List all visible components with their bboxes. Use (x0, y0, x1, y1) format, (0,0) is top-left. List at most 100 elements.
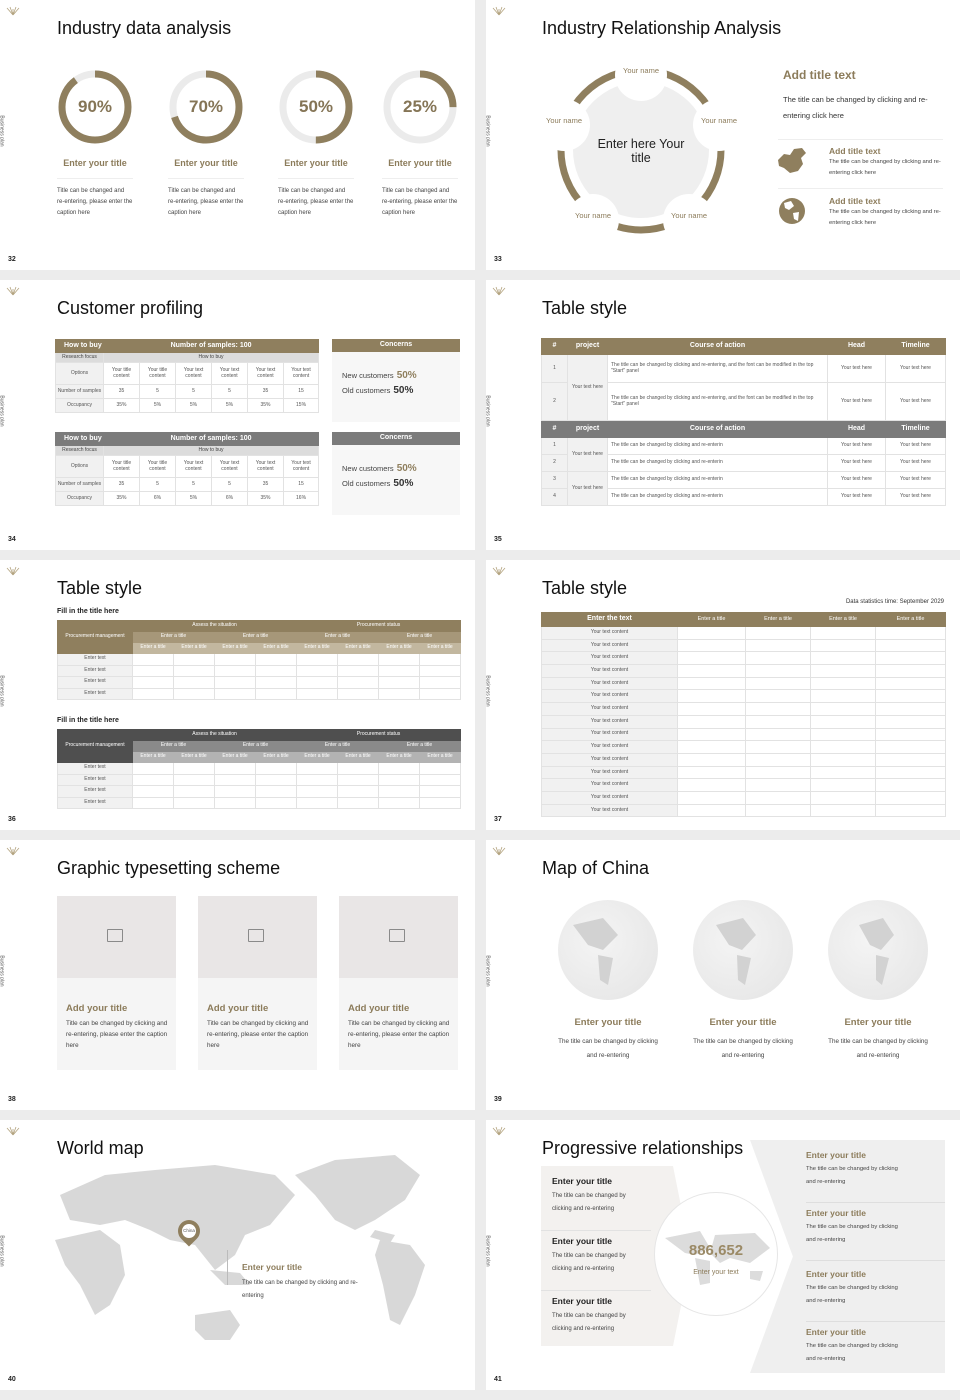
empty-cell[interactable] (745, 651, 811, 666)
empty-cell[interactable] (337, 773, 380, 786)
empty-cell[interactable] (677, 626, 746, 640)
empty-cell[interactable] (214, 676, 256, 689)
image-placeholder[interactable] (339, 896, 458, 978)
empty-cell[interactable] (810, 714, 876, 729)
empty-cell[interactable] (810, 740, 876, 754)
empty-cell[interactable] (810, 702, 876, 716)
empty-cell[interactable] (745, 664, 811, 678)
empty-cell[interactable] (810, 676, 876, 691)
empty-cell[interactable] (214, 796, 256, 809)
empty-cell[interactable] (677, 790, 746, 805)
empty-cell[interactable] (677, 714, 746, 729)
empty-cell[interactable] (132, 676, 174, 689)
empty-cell[interactable] (378, 762, 421, 775)
empty-cell[interactable] (132, 687, 174, 700)
empty-cell[interactable] (875, 676, 946, 691)
empty-cell[interactable] (214, 773, 256, 786)
slide-34[interactable]: Customer profiling 34 Business plan How t… (0, 280, 475, 550)
empty-cell[interactable] (745, 702, 811, 716)
empty-cell[interactable] (745, 803, 811, 818)
empty-cell[interactable] (677, 803, 746, 818)
empty-cell[interactable] (677, 638, 746, 653)
empty-cell[interactable] (810, 638, 876, 653)
empty-cell[interactable] (875, 790, 946, 805)
empty-cell[interactable] (214, 762, 256, 775)
empty-cell[interactable] (745, 676, 811, 691)
empty-cell[interactable] (677, 740, 746, 754)
empty-cell[interactable] (337, 785, 380, 798)
empty-cell[interactable] (677, 778, 746, 792)
empty-cell[interactable] (254, 676, 298, 689)
empty-cell[interactable] (214, 653, 256, 666)
empty-cell[interactable] (337, 676, 380, 689)
empty-cell[interactable] (132, 785, 174, 798)
empty-cell[interactable] (378, 664, 421, 677)
empty-cell[interactable] (173, 773, 215, 786)
empty-cell[interactable] (378, 785, 421, 798)
empty-cell[interactable] (745, 626, 811, 640)
empty-cell[interactable] (810, 651, 876, 666)
empty-cell[interactable] (810, 778, 876, 792)
empty-cell[interactable] (378, 796, 421, 809)
slide-38[interactable]: Graphic typesetting scheme 38 Business p… (0, 840, 475, 1110)
empty-cell[interactable] (296, 687, 339, 700)
empty-cell[interactable] (810, 790, 876, 805)
empty-cell[interactable] (173, 785, 215, 798)
empty-cell[interactable] (296, 762, 339, 775)
slide-32[interactable]: Industry data analysis 32 Business plan 9… (0, 0, 475, 270)
empty-cell[interactable] (810, 803, 876, 818)
empty-cell[interactable] (745, 752, 811, 767)
empty-cell[interactable] (745, 689, 811, 704)
empty-cell[interactable] (419, 796, 462, 809)
slide-35[interactable]: Table style 35 Business plan # project Cour… (486, 280, 960, 550)
empty-cell[interactable] (745, 727, 811, 742)
slide-40[interactable]: World map China Enter your title The tit… (0, 1120, 475, 1390)
empty-cell[interactable] (875, 803, 946, 818)
empty-cell[interactable] (419, 773, 462, 786)
empty-cell[interactable] (875, 727, 946, 742)
empty-cell[interactable] (745, 740, 811, 754)
empty-cell[interactable] (173, 762, 215, 775)
empty-cell[interactable] (875, 702, 946, 716)
empty-cell[interactable] (677, 664, 746, 678)
empty-cell[interactable] (875, 752, 946, 767)
slide-41[interactable]: Progressive relationships 886,652 Enter … (486, 1120, 960, 1390)
empty-cell[interactable] (132, 653, 174, 666)
empty-cell[interactable] (173, 664, 215, 677)
empty-cell[interactable] (173, 676, 215, 689)
empty-cell[interactable] (337, 664, 380, 677)
empty-cell[interactable] (875, 778, 946, 792)
empty-cell[interactable] (296, 773, 339, 786)
empty-cell[interactable] (378, 773, 421, 786)
empty-cell[interactable] (677, 676, 746, 691)
empty-cell[interactable] (132, 773, 174, 786)
empty-cell[interactable] (419, 664, 462, 677)
empty-cell[interactable] (875, 714, 946, 729)
empty-cell[interactable] (173, 653, 215, 666)
slide-33[interactable]: Industry Relationship Analysis Enter her… (486, 0, 960, 270)
empty-cell[interactable] (214, 687, 256, 700)
empty-cell[interactable] (677, 752, 746, 767)
empty-cell[interactable] (677, 727, 746, 742)
empty-cell[interactable] (214, 785, 256, 798)
empty-cell[interactable] (875, 664, 946, 678)
empty-cell[interactable] (810, 765, 876, 780)
empty-cell[interactable] (745, 778, 811, 792)
empty-cell[interactable] (419, 785, 462, 798)
empty-cell[interactable] (875, 651, 946, 666)
empty-cell[interactable] (677, 689, 746, 704)
empty-cell[interactable] (254, 653, 298, 666)
empty-cell[interactable] (677, 702, 746, 716)
empty-cell[interactable] (173, 687, 215, 700)
image-placeholder[interactable] (57, 896, 176, 978)
empty-cell[interactable] (132, 762, 174, 775)
empty-cell[interactable] (337, 653, 380, 666)
empty-cell[interactable] (337, 687, 380, 700)
empty-cell[interactable] (296, 664, 339, 677)
empty-cell[interactable] (254, 796, 298, 809)
empty-cell[interactable] (132, 664, 174, 677)
empty-cell[interactable] (254, 773, 298, 786)
empty-cell[interactable] (810, 664, 876, 678)
empty-cell[interactable] (254, 664, 298, 677)
empty-cell[interactable] (875, 765, 946, 780)
